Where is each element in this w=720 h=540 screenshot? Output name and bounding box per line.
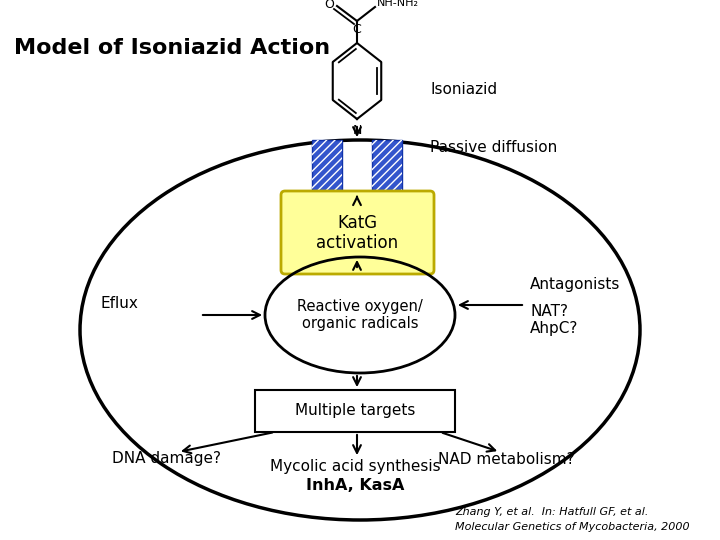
Text: C: C bbox=[353, 23, 361, 36]
Text: NH-NH₂: NH-NH₂ bbox=[377, 0, 419, 8]
Text: Reactive oxygen/
organic radicals: Reactive oxygen/ organic radicals bbox=[297, 299, 423, 331]
Text: N: N bbox=[352, 124, 361, 137]
Text: Molecular Genetics of Mycobacteria, 2000: Molecular Genetics of Mycobacteria, 2000 bbox=[455, 522, 690, 532]
Bar bbox=[312, 140, 342, 200]
Text: Model of Isoniazid Action: Model of Isoniazid Action bbox=[14, 38, 330, 58]
FancyBboxPatch shape bbox=[281, 191, 434, 274]
Text: Antagonists: Antagonists bbox=[530, 276, 621, 292]
Bar bbox=[372, 140, 402, 200]
Bar bbox=[372, 140, 402, 200]
Text: Zhang Y, et al.  In: Hatfull GF, et al.: Zhang Y, et al. In: Hatfull GF, et al. bbox=[455, 507, 649, 517]
Text: NAT?
AhpC?: NAT? AhpC? bbox=[530, 304, 578, 336]
Text: Multiple targets: Multiple targets bbox=[294, 403, 415, 418]
Text: InhA, KasA: InhA, KasA bbox=[306, 478, 404, 494]
Bar bbox=[312, 140, 342, 200]
Text: Passive diffusion: Passive diffusion bbox=[430, 140, 557, 156]
Text: Eflux: Eflux bbox=[100, 295, 138, 310]
Text: NAD metabolism?: NAD metabolism? bbox=[438, 451, 575, 467]
Text: Isoniazid: Isoniazid bbox=[430, 83, 497, 98]
Bar bbox=[255, 390, 455, 432]
Text: O: O bbox=[324, 0, 334, 10]
Text: DNA damage?: DNA damage? bbox=[112, 451, 221, 467]
Text: KatG
activation: KatG activation bbox=[316, 214, 398, 252]
Text: Mycolic acid synthesis: Mycolic acid synthesis bbox=[270, 458, 441, 474]
